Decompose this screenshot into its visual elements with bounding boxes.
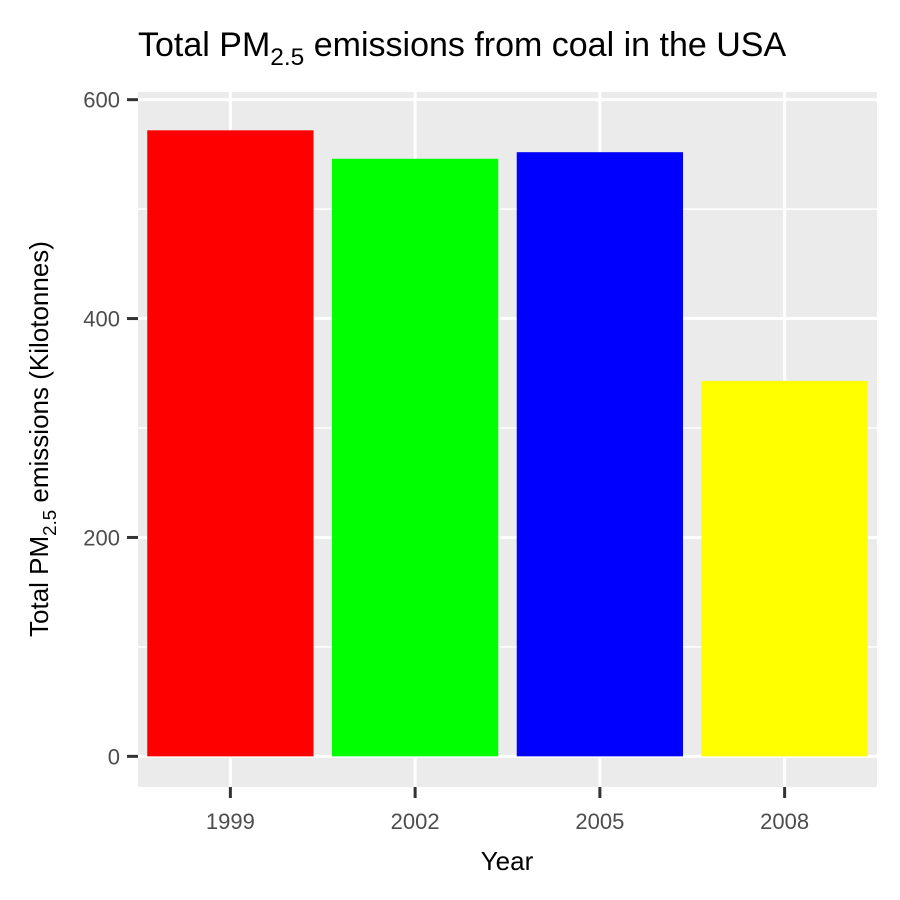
bar-2008 <box>701 380 868 757</box>
bar-1999 <box>147 130 314 757</box>
chart-title-rest: emissions from coal in the USA <box>304 26 786 64</box>
x-axis: 1999 2002 2005 2008 <box>206 787 809 834</box>
bar-2005 <box>516 152 684 757</box>
y-axis: 0 200 400 600 <box>83 88 138 769</box>
x-tick-label: 2008 <box>760 809 809 834</box>
bar-2002 <box>331 158 499 757</box>
chart-title: Total PM2.5 emissions from coal in the U… <box>138 26 786 71</box>
y-axis-title-rest: emissions (Kilotonnes) <box>24 241 54 510</box>
x-tick-label: 2005 <box>575 809 624 834</box>
x-tick-label: 2002 <box>391 809 440 834</box>
x-axis-title: Year <box>481 846 534 876</box>
bars <box>147 130 868 757</box>
y-axis-title-subscript: 2.5 <box>39 510 60 536</box>
chart-title-subscript: 2.5 <box>270 44 304 71</box>
y-tick-label: 200 <box>83 525 120 550</box>
y-tick-label: 400 <box>83 307 120 332</box>
y-tick-label: 0 <box>108 744 120 769</box>
y-axis-title-main: Total PM <box>24 536 54 637</box>
x-tick-label: 1999 <box>206 809 255 834</box>
chart-title-main: Total PM <box>138 26 270 64</box>
y-tick-label: 600 <box>83 88 120 113</box>
y-axis-title: Total PM2.5 emissions (Kilotonnes) <box>24 241 60 637</box>
